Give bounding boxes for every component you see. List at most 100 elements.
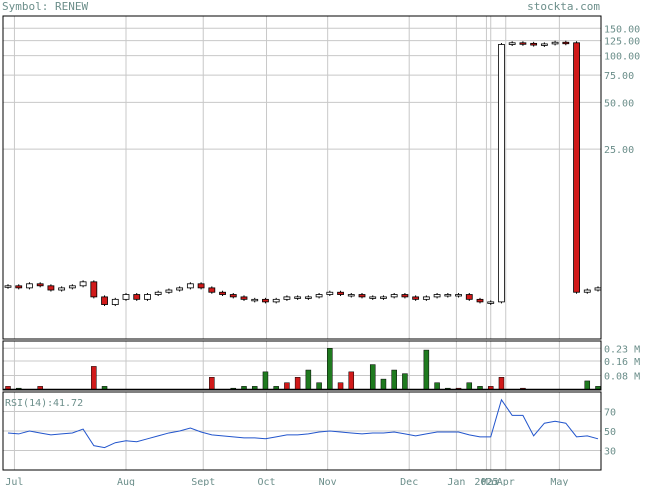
price-candle [573,42,580,293]
price-candle [47,285,55,291]
price-candle [154,291,162,295]
price-tick-label: 100.00 [604,52,640,63]
price-candle [122,294,130,300]
price-candle [476,298,484,303]
price-candle [4,285,12,288]
volume-bar [305,369,312,391]
rsi-line [7,398,599,449]
price-candle [15,285,23,289]
price-candle [401,294,409,298]
price-candle [186,283,194,289]
price-candle [326,291,334,295]
price-candle [90,281,98,298]
month-label: Mar [482,477,500,486]
price-candle [58,287,66,291]
price-candle [36,283,44,287]
month-label: 2025 [474,477,498,486]
price-candle [551,41,559,45]
month-label: Apr [497,477,515,486]
price-candle [412,296,420,300]
price-candle [562,41,570,45]
volume-bar [327,348,333,391]
price-candle [455,294,462,297]
price-candle [530,42,538,46]
month-label: Jan [447,477,465,486]
price-tick-label: 75.00 [604,71,634,82]
volume-tick-label: 0.23 M [604,344,640,355]
price-candle [240,296,248,300]
price-candle [337,291,344,295]
rsi-tick-label: 70 [604,408,616,419]
price-candle [540,43,548,46]
rsi-panel: 70 50 30 RSI(14): 41.72 [2,391,616,471]
volume-frame [2,340,602,391]
month-label: May [550,477,568,486]
price-candle [229,294,237,298]
volume-bar [294,377,301,391]
price-candle [294,296,302,299]
volume-bar [380,378,387,391]
price-tick-label: 150.00 [604,24,640,35]
price-candle [26,283,33,289]
price-candle [101,296,108,305]
price-candle [272,298,280,303]
volume-bar [369,364,376,391]
price-candle [487,301,495,304]
volume-panel: 0.23 M 0.16 M 0.08 M [2,340,640,391]
price-candle [433,294,441,298]
price-candle [68,285,76,289]
price-candle [594,287,602,291]
price-candle [465,294,473,300]
price-candle [304,296,312,299]
price-candle [219,291,226,295]
month-label: Aug [117,477,135,486]
month-label: Sept [191,477,215,486]
price-candle [422,296,430,300]
month-label: Oct [257,477,275,486]
rsi-tick-label: 30 [604,447,616,458]
price-candle [197,283,205,289]
volume-bar [584,380,591,391]
price-frame [2,15,602,340]
price-candle [347,294,355,297]
volume-tick-label: 0.16 M [604,357,640,368]
site-label: stockta.com [527,0,600,13]
price-candle [283,296,291,300]
price-tick-label: 125.00 [604,37,640,48]
price-candle [508,42,516,45]
price-candle [133,294,141,300]
month-label: Dec [400,477,418,486]
price-candle [519,42,527,45]
price-candle [498,44,505,303]
price-candle [251,298,259,302]
volume-bar [498,377,505,391]
price-candle [369,296,377,299]
price-candle [583,289,591,293]
price-candle [358,294,366,298]
rsi-current-value: 41.72 [53,398,83,409]
volume-bar [402,373,408,391]
price-candle [444,294,452,297]
price-panel: 150.00 125.00 100.00 75.00 50.00 25.00 [2,15,640,340]
symbol-label: Symbol: RENEW [2,0,89,13]
price-candle [315,294,323,298]
month-label: Nov [319,477,337,486]
volume-bar [262,371,269,391]
price-candle [165,289,173,293]
price-candle [176,287,184,291]
volume-bar [209,377,215,391]
volume-bar [423,349,430,391]
price-candle [208,287,216,293]
rsi-tick-label: 50 [604,427,616,438]
month-label: Jul [5,477,23,486]
price-tick-label: 25.00 [604,145,634,156]
price-candle [390,294,398,298]
volume-bar [348,371,355,391]
volume-bar [91,366,97,391]
price-candle [79,281,87,287]
price-tick-label: 50.00 [604,98,634,109]
price-candle [262,298,269,303]
rsi-label: RSI(14): [5,398,53,409]
